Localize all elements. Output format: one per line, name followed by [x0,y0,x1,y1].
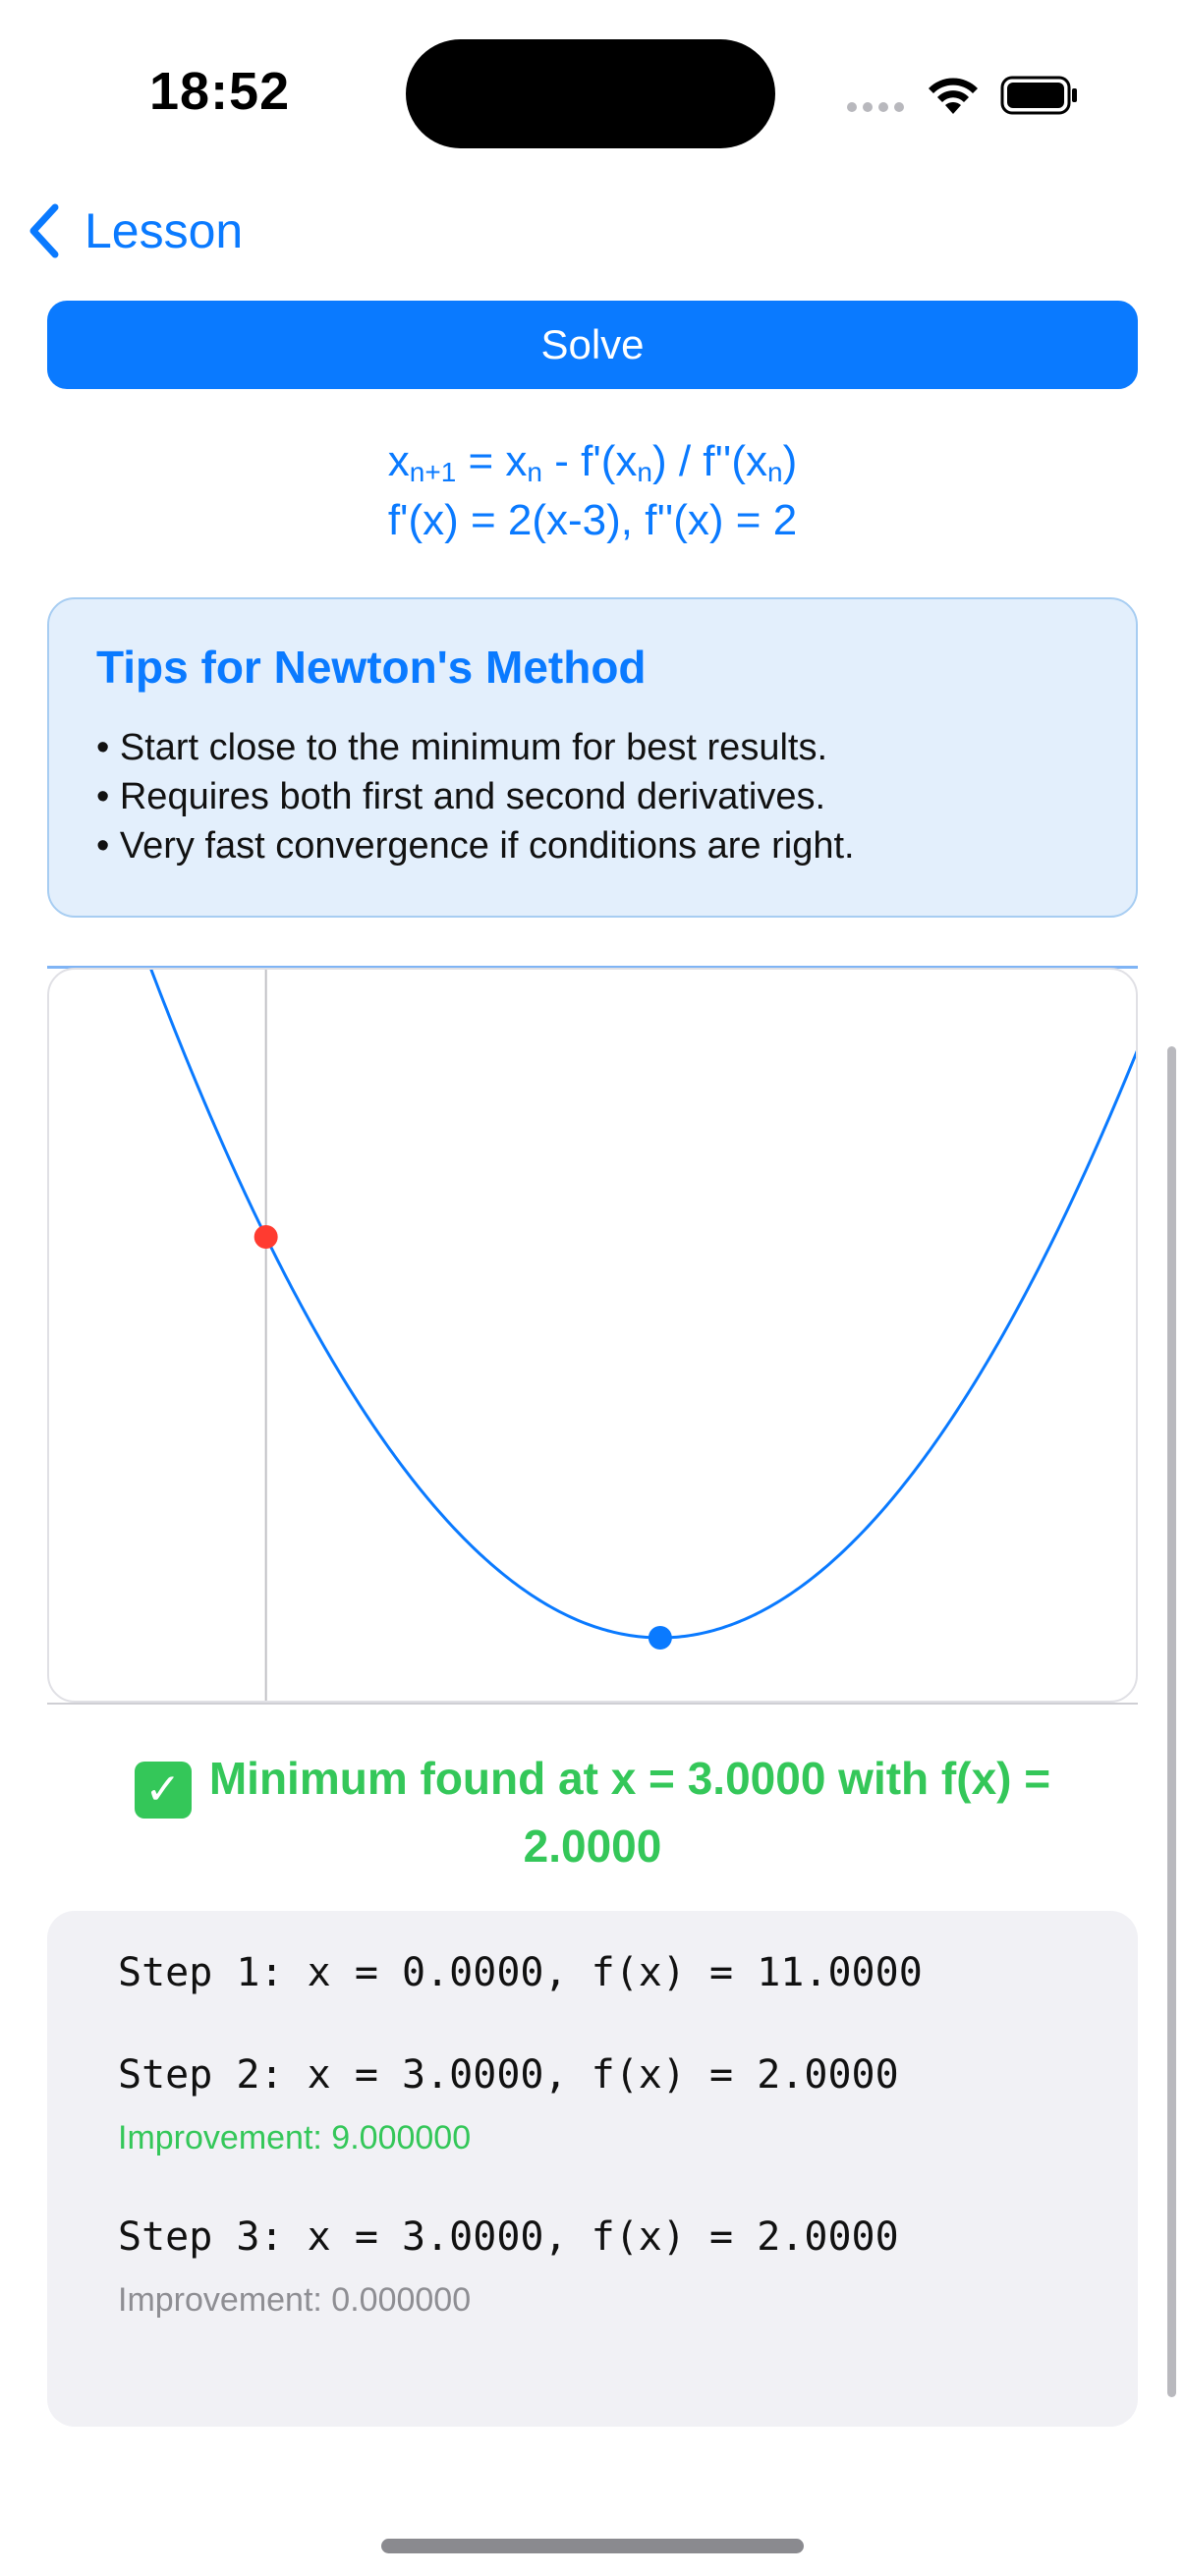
function-curve [149,970,1136,1640]
chevron-left-icon [29,203,59,258]
start-point [254,1225,278,1249]
tips-title: Tips for Newton's Method [96,642,647,693]
back-button[interactable]: Lesson [24,196,243,265]
step-text: Step 3: x = 3.0000, f(x) = 2.0000 [118,2214,899,2260]
step-text: Step 2: x = 3.0000, f(x) = 2.0000 [118,2052,899,2098]
battery-icon [1000,76,1077,115]
step-item: Step 1: x = 0.0000, f(x) = 11.0000 [118,1950,1067,1995]
status-time: 18:52 [149,62,291,121]
back-label: Lesson [85,203,244,258]
result-message: ✓ Minimum found at x = 3.0000 with f(x) =… [79,1751,1106,1874]
check-mark-button-icon: ✓ [134,1762,192,1819]
chart-bottom-divider [47,1703,1138,1705]
result-text: Minimum found at x = 3.0000 with f(x) = … [208,1753,1051,1872]
wifi-icon [929,78,978,114]
chart-top-divider [47,966,1138,969]
step-text: Step 1: x = 0.0000, f(x) = 11.0000 [118,1950,923,1995]
tip-item: • Start close to the minimum for best re… [96,727,828,768]
tip-item: • Requires both first and second derivat… [96,776,826,817]
home-indicator[interactable] [381,2539,804,2553]
step-improvement: Improvement: 9.000000 [118,2119,472,2156]
tip-item: • Very fast convergence if conditions ar… [96,825,855,867]
step-improvement: Improvement: 0.000000 [118,2281,472,2319]
newton-formula: xn+1 = xn - f'(xn) / f''(xn) [387,437,798,487]
step-item: Step 2: x = 3.0000, f(x) = 2.0000 Improv… [118,2052,1067,2157]
solve-button[interactable]: Solve [47,301,1138,389]
chart-canvas [149,970,1136,1701]
function-chart [47,968,1138,1703]
steps-panel: Step 1: x = 0.0000, f(x) = 11.0000 Step … [47,1911,1138,2427]
derivative-formula: f'(x) = 2(x-3), f''(x) = 2 [387,496,798,544]
scrollbar[interactable] [1167,1046,1176,2397]
dynamic-island [406,39,775,148]
minimum-point [648,1626,672,1650]
step-item: Step 3: x = 3.0000, f(x) = 2.0000 Improv… [118,2214,1067,2320]
cellular-signal-icon [847,102,904,112]
tips-card: Tips for Newton's Method • Start close t… [47,597,1138,918]
